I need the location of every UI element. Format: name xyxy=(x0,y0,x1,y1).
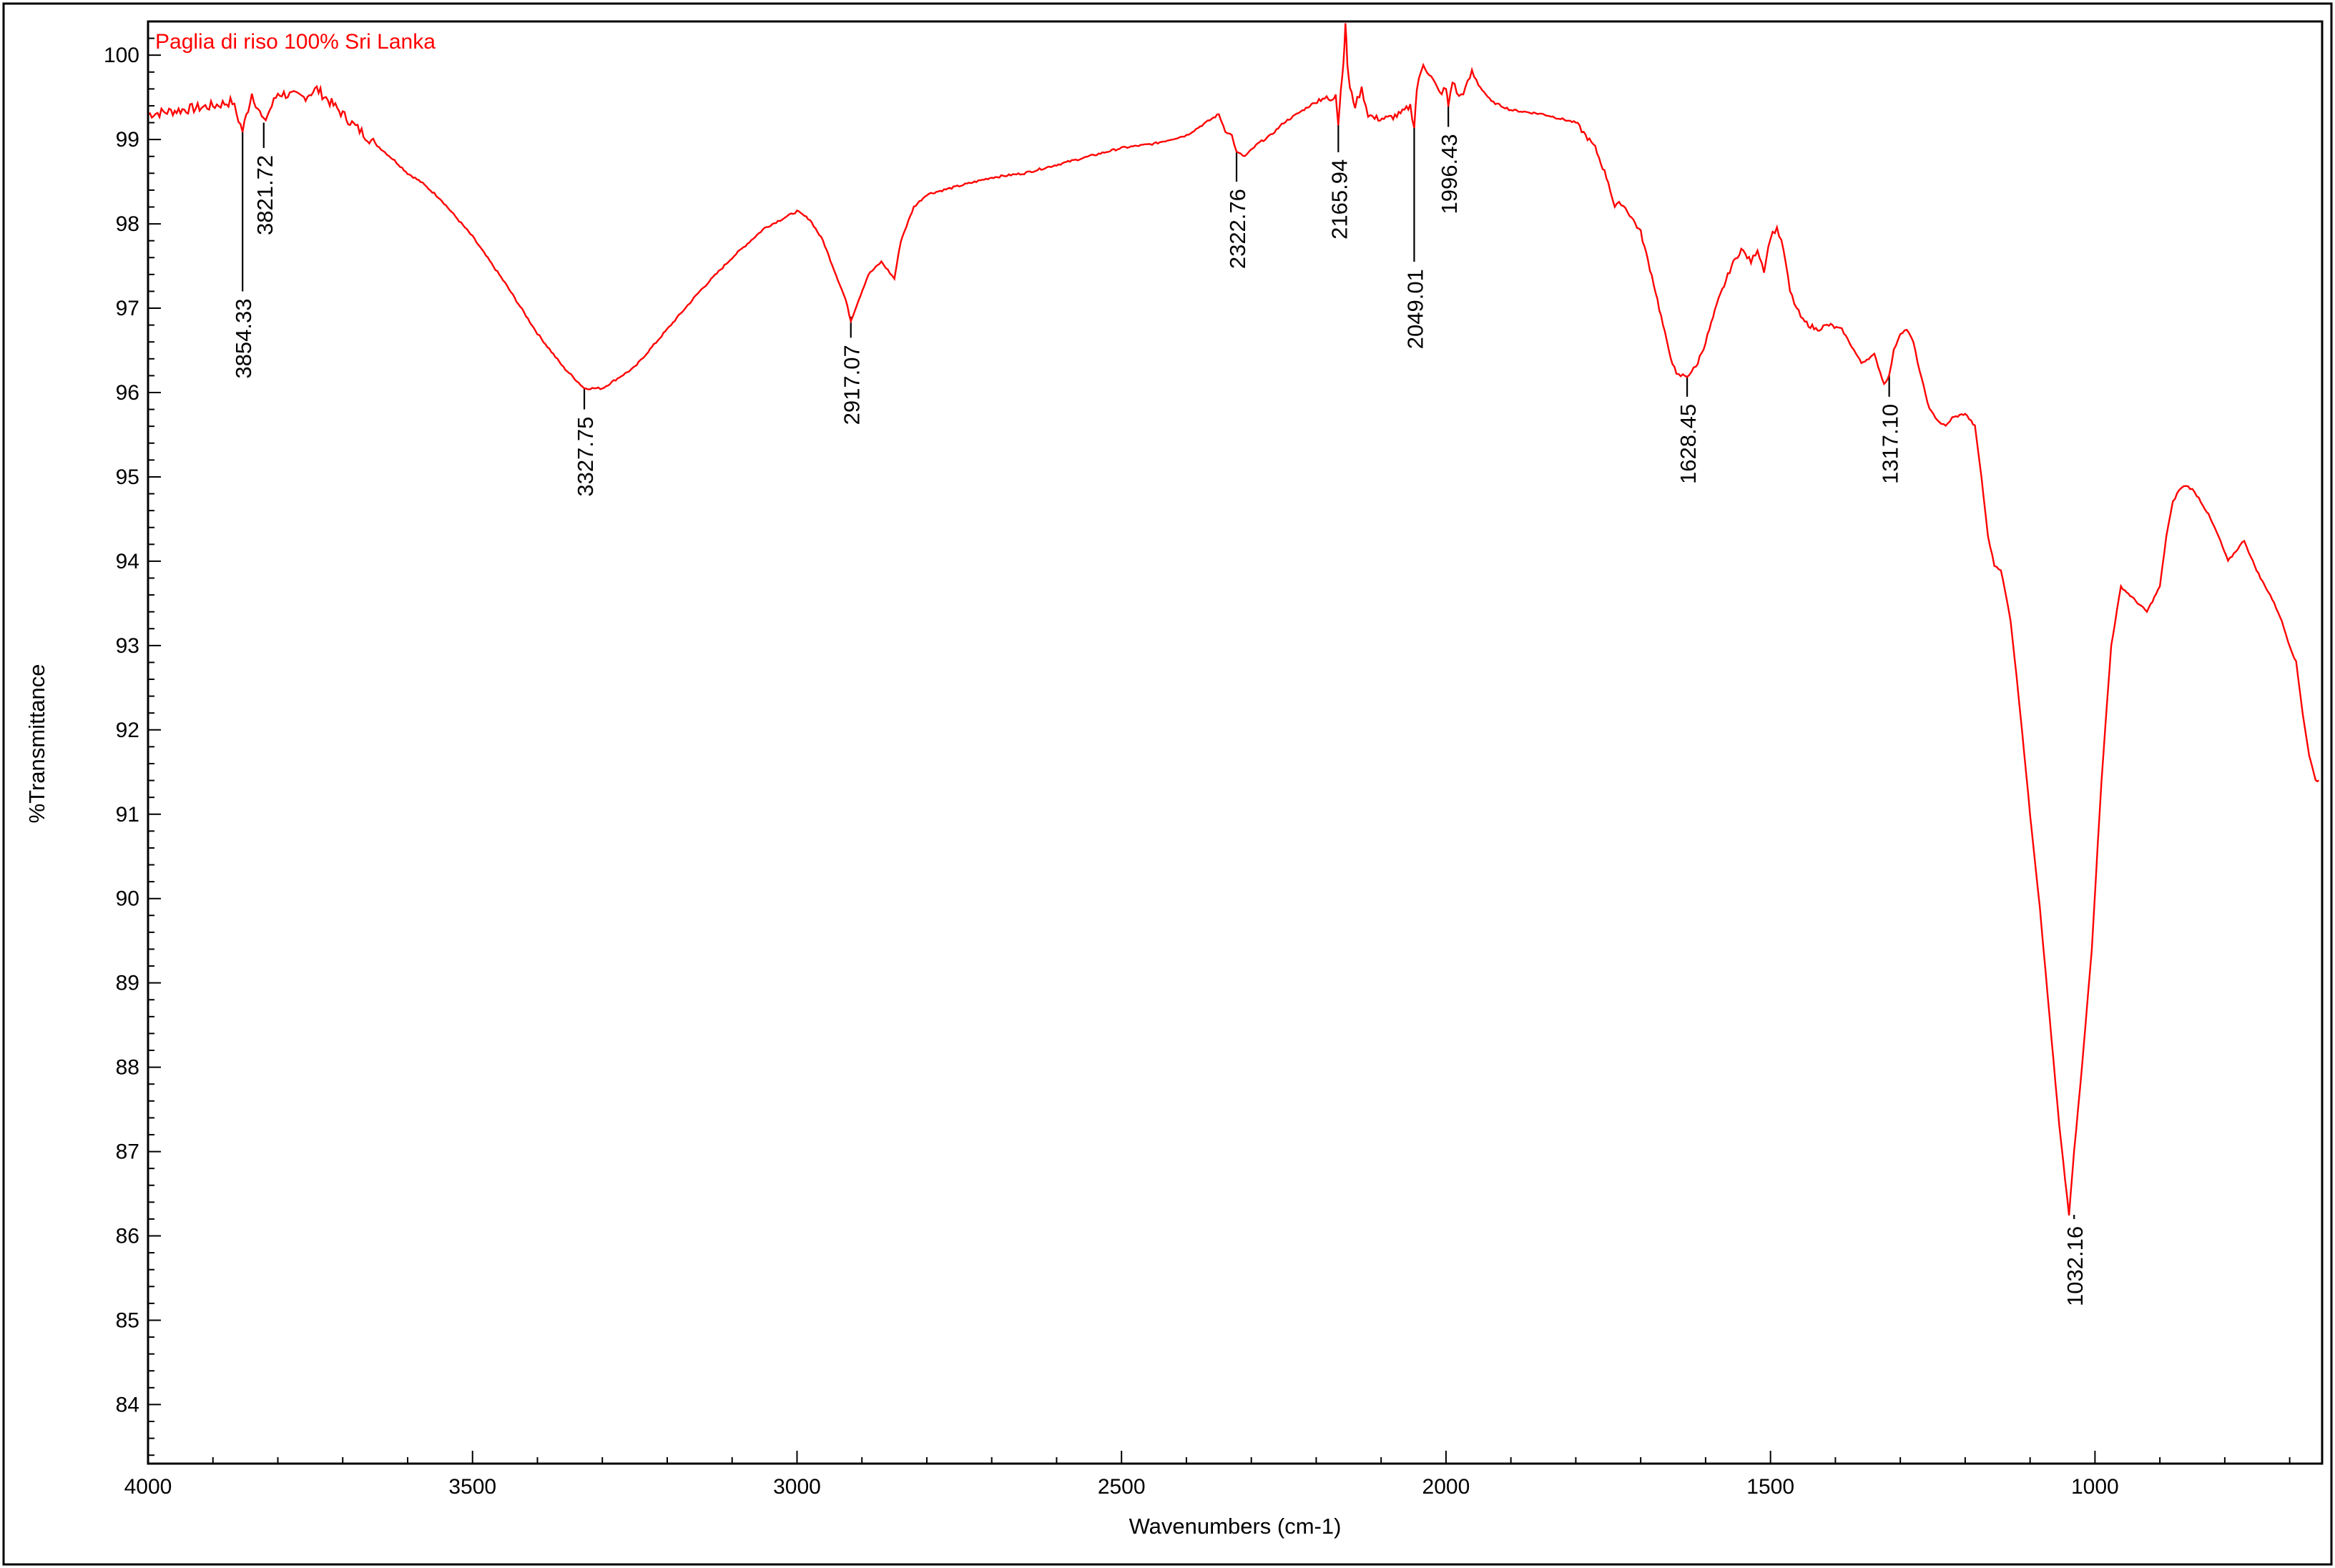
legend-entry: Paglia di riso 100% Sri Lanka xyxy=(155,30,436,54)
y-tick-label: 90 xyxy=(116,887,139,911)
y-tick-label: 84 xyxy=(116,1393,139,1416)
x-tick-label: 1500 xyxy=(1746,1475,1794,1499)
y-tick-label: 96 xyxy=(116,381,139,405)
peak-label: 1317.10 xyxy=(1878,404,1903,484)
x-tick-label: 1000 xyxy=(2071,1475,2119,1499)
peak-label: 2917.07 xyxy=(840,345,865,425)
y-tick-label: 93 xyxy=(116,634,139,658)
y-tick-label: 86 xyxy=(116,1225,139,1248)
peak-label: 2165.94 xyxy=(1327,159,1352,240)
x-tick-label: 4000 xyxy=(124,1475,172,1499)
y-tick-label: 85 xyxy=(116,1308,139,1332)
y-tick-label: 88 xyxy=(116,1056,139,1080)
y-tick-label: 95 xyxy=(116,465,139,489)
y-tick-label: 99 xyxy=(116,128,139,152)
y-tick-label: 94 xyxy=(116,550,139,573)
spectrum-line xyxy=(147,23,2320,1216)
y-tick-label: 98 xyxy=(116,212,139,236)
peak-label: 2049.01 xyxy=(1403,269,1428,349)
x-tick-label: 2000 xyxy=(1422,1475,1470,1499)
y-tick-label: 91 xyxy=(116,803,139,827)
y-tick-label: 92 xyxy=(116,719,139,742)
peak-label: 1032.16 xyxy=(2063,1226,2088,1306)
peak-label: 3327.75 xyxy=(573,417,598,497)
y-axis-label: %Transmittance xyxy=(24,664,49,824)
y-tick-label: 89 xyxy=(116,972,139,995)
peak-label: 3821.72 xyxy=(252,155,277,235)
x-tick-label: 2500 xyxy=(1098,1475,1146,1499)
plot-frame xyxy=(147,20,2324,1465)
peak-label: 2322.76 xyxy=(1225,189,1250,269)
x-axis-label: Wavenumbers (cm-1) xyxy=(1129,1514,1342,1539)
y-tick-label: 87 xyxy=(116,1140,139,1164)
x-tick-label: 3500 xyxy=(448,1475,496,1499)
y-tick-label: 100 xyxy=(104,44,139,67)
peak-label: 3854.33 xyxy=(231,299,256,379)
y-tick-label: 97 xyxy=(116,297,139,320)
x-tick-label: 3000 xyxy=(773,1475,821,1499)
peak-label: 1628.45 xyxy=(1676,404,1701,484)
peak-label: 1996.43 xyxy=(1437,134,1462,214)
